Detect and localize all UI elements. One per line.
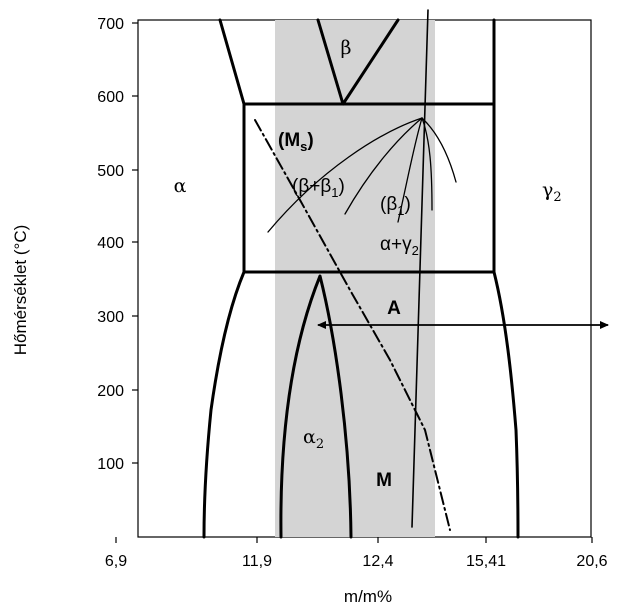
- y-tick-label: 100: [97, 456, 124, 473]
- y-tick-label: 500: [97, 163, 124, 180]
- region-label-gamma2-sub: 2: [553, 190, 561, 205]
- x-tick-label: 15,41: [466, 553, 506, 570]
- region-label-alpha2-sub: 2: [316, 437, 324, 452]
- beta-left-edge: [316, 18, 345, 106]
- region-label-beta-beta1-main: (β+β: [292, 176, 331, 197]
- y-tick-label: 400: [97, 235, 124, 252]
- y-tick-label: 600: [97, 89, 124, 106]
- region-label-beta1: (β1): [380, 194, 411, 218]
- x-tick-label: 12,4: [362, 553, 393, 570]
- region-label-alpha-gamma2-main: α+γ: [380, 234, 412, 255]
- region-label-alpha2-main: α: [303, 426, 316, 448]
- region-label-ms: (Ms): [278, 130, 314, 154]
- region-label-alpha-gamma2: α+γ2: [380, 234, 419, 258]
- y-axis-title: Hőmérséklet (°C): [11, 225, 30, 356]
- region-label-beta-beta1-tail: ): [339, 176, 345, 197]
- region-label-martensite: M: [376, 470, 392, 491]
- beta1-curve-4: [421, 117, 433, 211]
- region-label-beta1-main: (β: [380, 194, 397, 215]
- region-label-ms-main: (M: [278, 130, 300, 151]
- region-label-alpha2: α2: [303, 426, 324, 452]
- alpha-boundary-lower: [202, 270, 246, 539]
- region-label-beta-beta1-sub: 1: [331, 185, 338, 200]
- y-tick-marks: [132, 22, 138, 464]
- x-tick-marks: [115, 537, 593, 543]
- y-tick-label: 300: [97, 309, 124, 326]
- region-label-beta1-sub: 1: [397, 203, 404, 218]
- gamma-boundary-lower: [492, 270, 520, 539]
- region-label-ms-tail: ): [307, 130, 313, 151]
- region-label-alpha-gamma2-sub: 2: [412, 243, 419, 258]
- x-tick-label: 20,6: [576, 553, 607, 570]
- region-label-alpha: α: [174, 175, 187, 197]
- beta1-curve-1: [267, 117, 423, 233]
- x-tick-label: 11,9: [242, 553, 272, 570]
- beta1-curve-3: [397, 117, 423, 223]
- highlight-band: [275, 20, 435, 537]
- beta1-curve-2: [344, 117, 423, 215]
- y-tick-label: 700: [97, 16, 124, 33]
- x-tick-label: 6,9: [105, 553, 127, 570]
- region-label-gamma2: γ2: [542, 179, 562, 205]
- region-label-beta1-tail: ): [405, 194, 411, 215]
- x-axis-title: m/m%: [344, 587, 392, 606]
- region-label-beta: β: [341, 37, 352, 59]
- composition-line: [411, 9, 429, 528]
- region-label-gamma2-main: γ: [542, 179, 553, 201]
- region-label-ms-sub: s: [300, 139, 307, 154]
- alpha2-dome: [279, 274, 353, 539]
- beta-right-edge: [341, 18, 400, 106]
- region-label-austenite: A: [387, 298, 401, 319]
- beta1-curve-5: [421, 117, 457, 183]
- region-label-beta-beta1: (β+β1): [292, 176, 345, 200]
- y-tick-label: 200: [97, 383, 124, 400]
- alpha-boundary-upper: [218, 18, 246, 106]
